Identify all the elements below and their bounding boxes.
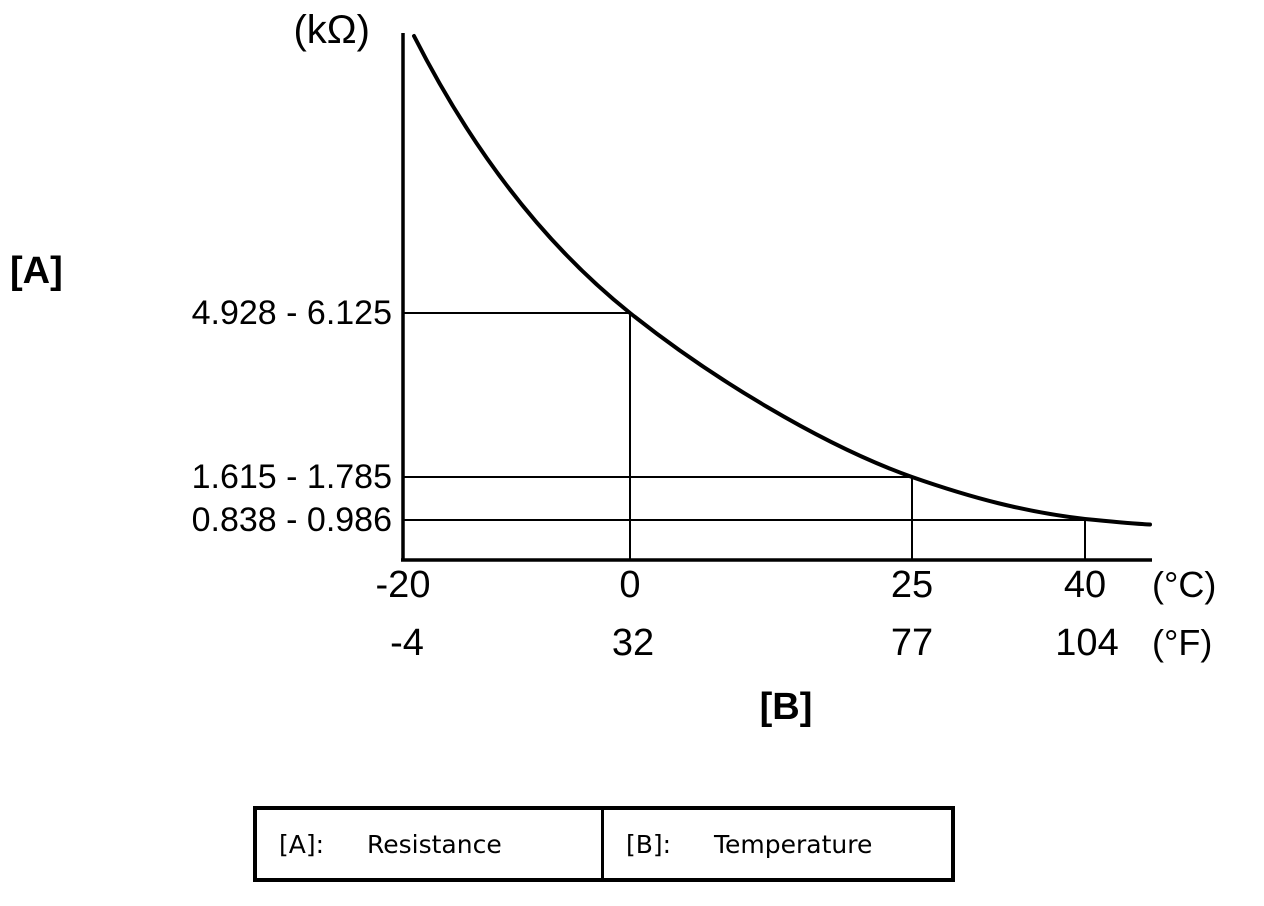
tick-celsius-25: 25 <box>890 564 934 606</box>
tick-celsius-minus20: -20 <box>375 564 431 606</box>
tick-celsius-40: 40 <box>1063 564 1107 606</box>
resistance-range-label-0c: 4.928 - 6.125 <box>191 294 392 332</box>
resistance-range-label-40c: 0.838 - 0.986 <box>191 501 392 539</box>
y-axis-name-label: [A] <box>10 250 63 292</box>
tick-fahrenheit-104: 104 <box>1055 622 1119 664</box>
legend-label-temperature: Temperature <box>714 829 873 859</box>
tick-fahrenheit-32: 32 <box>611 622 655 664</box>
x-axis-unit-celsius: (°C) <box>1152 564 1217 605</box>
legend-item-temperature: [B]: Temperature <box>604 810 951 878</box>
legend-key-b: [B]: <box>626 829 672 859</box>
legend-box: [A]: Resistance [B]: Temperature <box>253 806 955 882</box>
x-axis-name-label: [B] <box>759 686 813 728</box>
legend-item-resistance: [A]: Resistance <box>257 810 604 878</box>
tick-fahrenheit-77: 77 <box>890 622 934 664</box>
resistance-range-label-25c: 1.615 - 1.785 <box>191 458 392 496</box>
reference-lines <box>403 312 1086 560</box>
tick-fahrenheit-minus4: -4 <box>390 622 424 664</box>
y-axis-unit-label: (kΩ) <box>293 8 370 52</box>
tick-celsius-0: 0 <box>619 564 641 606</box>
x-axis-unit-fahrenheit: (°F) <box>1152 622 1213 663</box>
legend-label-resistance: Resistance <box>367 829 502 859</box>
resistance-curve <box>412 34 1152 527</box>
legend-key-a: [A]: <box>279 829 325 859</box>
